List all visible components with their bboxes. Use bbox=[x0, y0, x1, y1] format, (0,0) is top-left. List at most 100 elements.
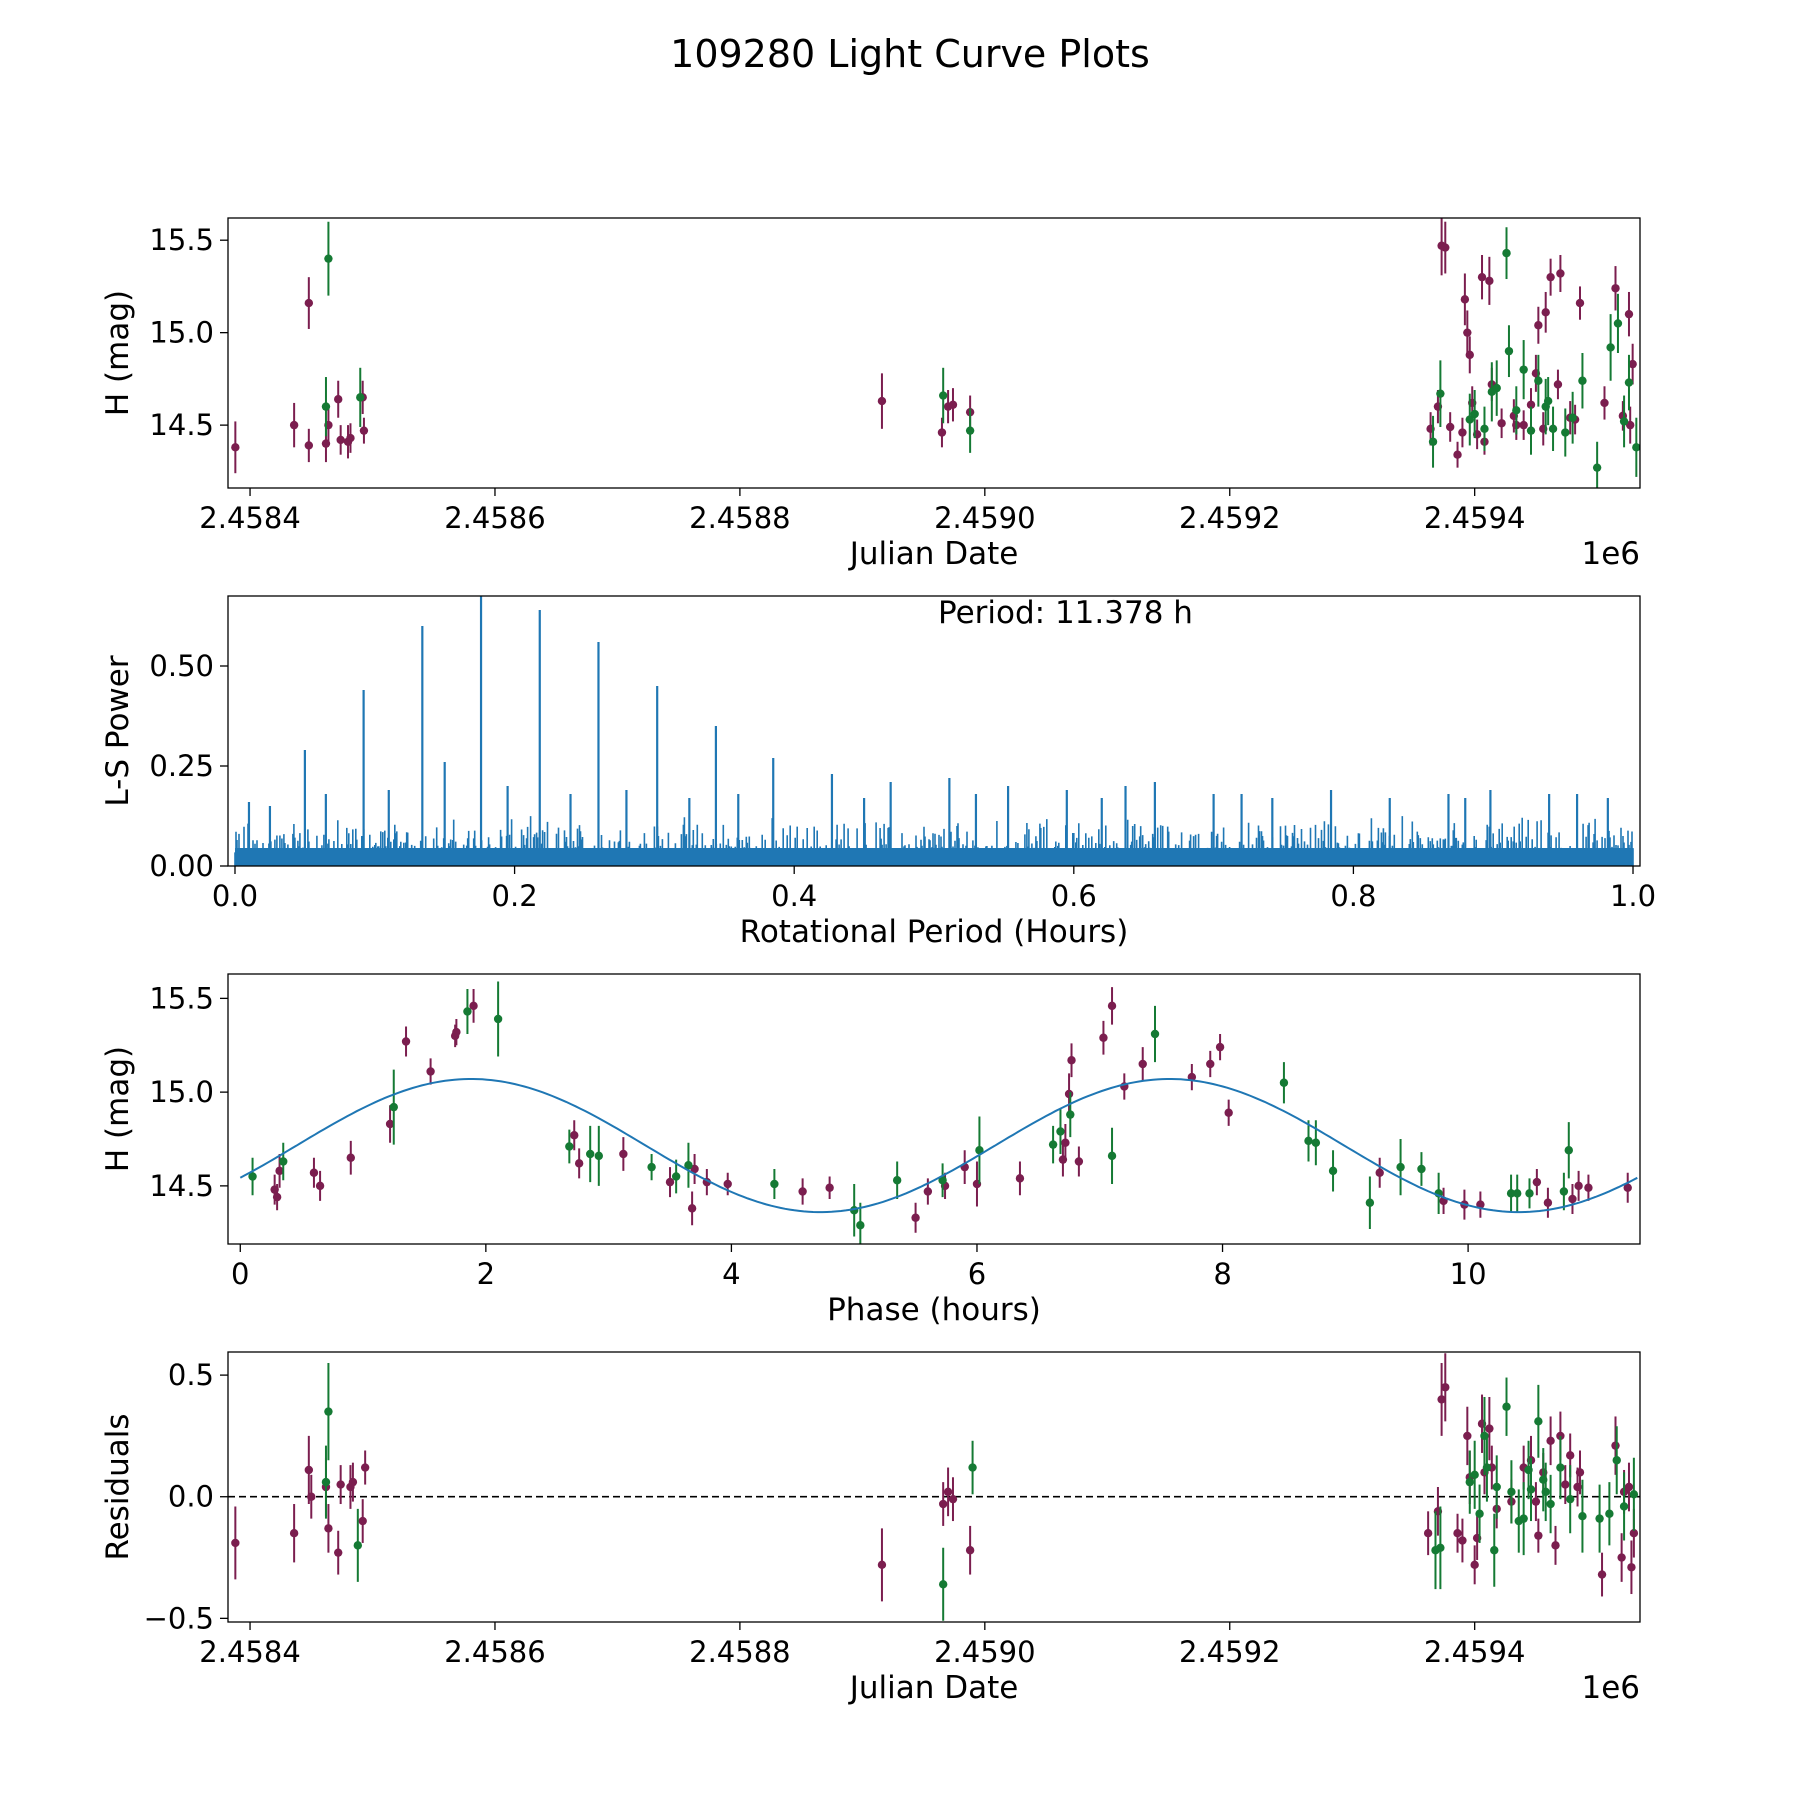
maroon-data-point bbox=[948, 1494, 958, 1504]
green-data-point bbox=[1606, 343, 1615, 352]
maroon-data-point bbox=[275, 1166, 284, 1176]
green-data-point bbox=[1436, 389, 1445, 398]
green-data-point bbox=[1365, 1198, 1375, 1207]
green-data-point bbox=[1507, 1487, 1516, 1497]
maroon-data-point bbox=[1437, 1395, 1446, 1404]
green-data-point bbox=[1304, 1136, 1313, 1146]
y-tick-label: 15.5 bbox=[149, 981, 214, 1015]
maroon-data-point bbox=[315, 1181, 325, 1191]
green-data-point bbox=[1512, 406, 1521, 415]
x-tick-label: 2.4590 bbox=[934, 501, 1035, 535]
maroon-data-point bbox=[360, 1463, 370, 1472]
x-axis-label: Phase (hours) bbox=[827, 1292, 1041, 1328]
y-tick-label: 14.5 bbox=[149, 408, 214, 442]
x-tick-label: 2.4584 bbox=[199, 501, 300, 535]
x-tick-label: 0.0 bbox=[212, 879, 258, 913]
green-data-point bbox=[279, 1157, 288, 1166]
maroon-data-point bbox=[723, 1179, 732, 1189]
green-data-point bbox=[1578, 1511, 1587, 1521]
y-tick-label: 0.50 bbox=[149, 649, 214, 683]
maroon-data-point bbox=[1543, 1198, 1553, 1207]
x-tick-label: 0.8 bbox=[1330, 879, 1376, 913]
green-data-point bbox=[1480, 424, 1489, 434]
maroon-data-point bbox=[1460, 295, 1470, 304]
x-offset-label: 1e6 bbox=[1581, 536, 1640, 572]
maroon-data-point bbox=[1575, 298, 1585, 308]
green-data-point bbox=[1513, 1189, 1522, 1198]
y-tick-label: 15.5 bbox=[149, 223, 214, 257]
green-data-point bbox=[1328, 1166, 1338, 1176]
y-axis-label: H (mag) bbox=[100, 290, 136, 416]
green-data-point bbox=[1526, 1485, 1536, 1494]
plot-area bbox=[239, 981, 1638, 1244]
maroon-data-point bbox=[1574, 1181, 1583, 1191]
green-data-point bbox=[965, 426, 975, 435]
green-data-point bbox=[353, 1541, 363, 1550]
maroon-data-point bbox=[1441, 1383, 1450, 1392]
green-data-point bbox=[1559, 1187, 1569, 1196]
maroon-data-point bbox=[1497, 419, 1506, 428]
maroon-data-point bbox=[1546, 272, 1555, 282]
maroon-data-point bbox=[1375, 1168, 1384, 1177]
maroon-data-point bbox=[1463, 328, 1472, 337]
x-tick-label: 4 bbox=[722, 1257, 740, 1291]
green-data-point bbox=[1107, 1151, 1117, 1161]
green-data-point bbox=[1592, 463, 1602, 472]
maroon-data-point bbox=[1556, 269, 1565, 278]
green-data-point bbox=[1541, 1487, 1550, 1497]
maroon-data-point bbox=[358, 1516, 367, 1526]
maroon-data-point bbox=[1628, 359, 1637, 369]
maroon-data-point bbox=[336, 1480, 345, 1489]
x-tick-label: 2.4586 bbox=[444, 1635, 545, 1669]
green-data-point bbox=[1428, 437, 1438, 446]
plot-area bbox=[231, 218, 1640, 488]
green-data-point bbox=[1470, 1470, 1479, 1480]
green-data-point bbox=[1519, 1514, 1528, 1523]
x-offset-label: 1e6 bbox=[1581, 1670, 1640, 1706]
x-tick-label: 6 bbox=[968, 1257, 986, 1291]
maroon-data-point bbox=[1099, 1033, 1108, 1042]
maroon-data-point bbox=[1526, 400, 1536, 409]
maroon-data-point bbox=[346, 1153, 355, 1162]
maroon-data-point bbox=[1423, 1529, 1433, 1538]
maroon-data-point bbox=[359, 426, 369, 435]
green-data-point bbox=[938, 391, 948, 400]
maroon-data-point bbox=[1575, 1468, 1585, 1477]
green-data-point bbox=[968, 1463, 977, 1472]
green-data-point bbox=[1619, 417, 1629, 426]
green-data-point bbox=[1565, 1494, 1575, 1504]
maroon-data-point bbox=[798, 1187, 807, 1196]
green-data-point bbox=[892, 1176, 902, 1185]
maroon-data-point bbox=[1561, 1480, 1570, 1489]
maroon-data-point bbox=[1441, 243, 1450, 252]
green-data-point bbox=[1629, 1490, 1639, 1499]
period-annotation: Period: 11.378 h bbox=[938, 595, 1193, 631]
maroon-data-point bbox=[1611, 284, 1620, 293]
green-data-point bbox=[1613, 319, 1623, 328]
green-data-point bbox=[1465, 415, 1474, 424]
periodogram-panel: 0.0 0.2 0.4 0.6 0.8 1.0 0.00 0.25 0.50 Rotational… bbox=[100, 595, 1656, 950]
maroon-data-point bbox=[231, 443, 240, 452]
maroon-data-point bbox=[943, 1487, 953, 1497]
plot-area bbox=[228, 1353, 1640, 1621]
green-data-point bbox=[647, 1162, 656, 1172]
plot-frame bbox=[227, 595, 1641, 867]
ls-power-floor bbox=[234, 848, 1634, 866]
maroon-data-point bbox=[1623, 1183, 1632, 1192]
green-data-point bbox=[1502, 1402, 1511, 1411]
maroon-data-point bbox=[324, 1524, 333, 1533]
green-data-point bbox=[1624, 378, 1634, 387]
green-data-point bbox=[1506, 1189, 1516, 1198]
green-data-point bbox=[1578, 376, 1587, 385]
green-data-point bbox=[463, 1007, 472, 1016]
maroon-data-point bbox=[938, 1499, 948, 1509]
green-data-point bbox=[975, 1146, 984, 1155]
y-tick-label: 14.5 bbox=[149, 1169, 214, 1203]
green-data-point bbox=[565, 1142, 574, 1151]
green-data-point bbox=[938, 1176, 947, 1185]
green-data-point bbox=[1056, 1127, 1065, 1136]
green-data-point bbox=[324, 1407, 333, 1416]
green-data-point bbox=[770, 1179, 779, 1189]
x-tick-label: 2.4592 bbox=[1179, 1635, 1280, 1669]
